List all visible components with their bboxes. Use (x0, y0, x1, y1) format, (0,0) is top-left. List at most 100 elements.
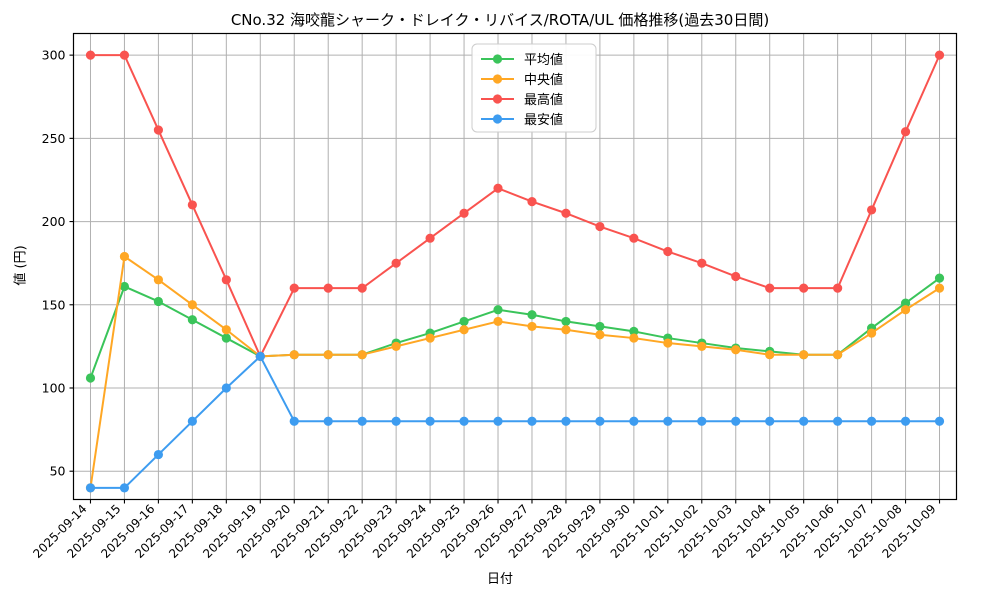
data-point-marker (799, 283, 809, 293)
data-point-marker (833, 416, 843, 426)
legend-label: 平均値 (524, 52, 563, 68)
data-point-marker (459, 325, 469, 335)
data-point-marker (731, 345, 741, 355)
data-point-marker (866, 205, 877, 215)
data-point-marker (459, 208, 469, 218)
data-point-marker (595, 321, 605, 332)
data-point-marker (866, 416, 877, 426)
data-point-marker (119, 50, 130, 60)
series-line (89, 277, 941, 380)
y-axis-label: 値 (円) (13, 245, 29, 286)
data-point-marker (323, 350, 333, 360)
data-point-marker (493, 183, 503, 193)
data-point-marker (493, 416, 503, 426)
data-point-marker (459, 316, 469, 327)
data-point-marker (221, 275, 231, 285)
data-point-marker (425, 416, 435, 426)
data-point-marker (187, 315, 197, 325)
data-point-marker (900, 305, 911, 315)
series-lines (85, 50, 945, 493)
data-point-marker (595, 416, 605, 426)
data-point-marker (323, 416, 333, 426)
data-point-marker (561, 208, 571, 218)
data-point-marker (153, 449, 164, 460)
data-point-marker (934, 283, 945, 293)
data-point-marker (663, 246, 673, 257)
x-axis-ticks: 2025-09-142025-09-152025-09-162025-09-17… (30, 499, 941, 561)
data-point-marker (357, 350, 367, 360)
y-tick-label: 200 (42, 214, 66, 229)
data-point-marker (697, 416, 707, 426)
data-point-marker (765, 283, 775, 293)
data-point-marker (391, 341, 401, 351)
data-point-marker (289, 350, 299, 360)
data-point-marker (425, 233, 435, 243)
data-point-marker (221, 325, 231, 335)
chart-title: CNo.32 海咬龍シャーク・ドレイク・リバイス/ROTA/UL 価格推移(過去… (230, 11, 770, 29)
data-point-marker (527, 196, 537, 207)
data-point-marker (323, 283, 333, 293)
data-point-marker (595, 221, 605, 232)
data-point-marker (697, 341, 707, 351)
legend-marker-swatch (492, 94, 503, 104)
data-point-marker (425, 333, 435, 343)
data-point-marker (527, 321, 537, 332)
data-point-marker (833, 283, 843, 293)
data-point-marker (799, 350, 809, 360)
data-point-marker (629, 233, 639, 243)
y-axis-ticks: 50 100 150 200 250 300 (42, 48, 74, 479)
data-point-marker (255, 351, 265, 361)
data-point-marker (119, 251, 130, 262)
data-point-marker (629, 416, 639, 426)
y-tick-label: 50 (50, 464, 66, 479)
data-point-marker (833, 350, 843, 360)
data-point-marker (85, 483, 96, 493)
legend-box (471, 43, 597, 133)
data-point-marker (85, 50, 96, 60)
data-point-marker (221, 383, 231, 393)
data-point-marker (187, 300, 197, 310)
legend-label: 最高値 (524, 92, 563, 108)
data-point-marker (629, 326, 639, 337)
data-point-marker (900, 416, 911, 426)
data-point-marker (900, 127, 911, 137)
data-point-marker (663, 338, 673, 348)
y-tick-label: 100 (42, 380, 66, 395)
data-point-marker (391, 258, 401, 268)
data-point-marker (663, 416, 673, 426)
data-point-marker (119, 281, 130, 292)
data-point-marker (527, 416, 537, 426)
data-point-marker (900, 298, 911, 308)
data-point-marker (934, 273, 945, 283)
data-point-marker (459, 416, 469, 426)
legend-marker-swatch (492, 74, 503, 84)
y-tick-label: 150 (42, 297, 66, 312)
data-point-marker (289, 416, 299, 426)
data-point-marker (731, 416, 741, 426)
data-point-marker (153, 275, 164, 285)
data-point-marker (289, 283, 299, 293)
legend-marker-swatch (492, 114, 503, 124)
legend-label: 最安値 (524, 112, 563, 128)
x-axis-label: 日付 (486, 572, 513, 587)
data-point-marker (561, 325, 571, 335)
axis-spines (72, 32, 958, 501)
data-point-marker (187, 416, 197, 426)
series-line (89, 355, 941, 489)
data-point-marker (119, 483, 130, 493)
data-point-marker (731, 271, 741, 282)
series-line (89, 255, 941, 489)
data-point-marker (561, 316, 571, 327)
data-point-marker (493, 316, 503, 327)
data-point-marker (934, 416, 945, 426)
data-point-marker (799, 416, 809, 426)
data-point-marker (187, 200, 197, 210)
data-point-marker (221, 333, 231, 343)
data-point-marker (85, 373, 96, 383)
data-point-marker (866, 328, 877, 338)
data-point-marker (357, 416, 367, 426)
data-point-marker (561, 416, 571, 426)
